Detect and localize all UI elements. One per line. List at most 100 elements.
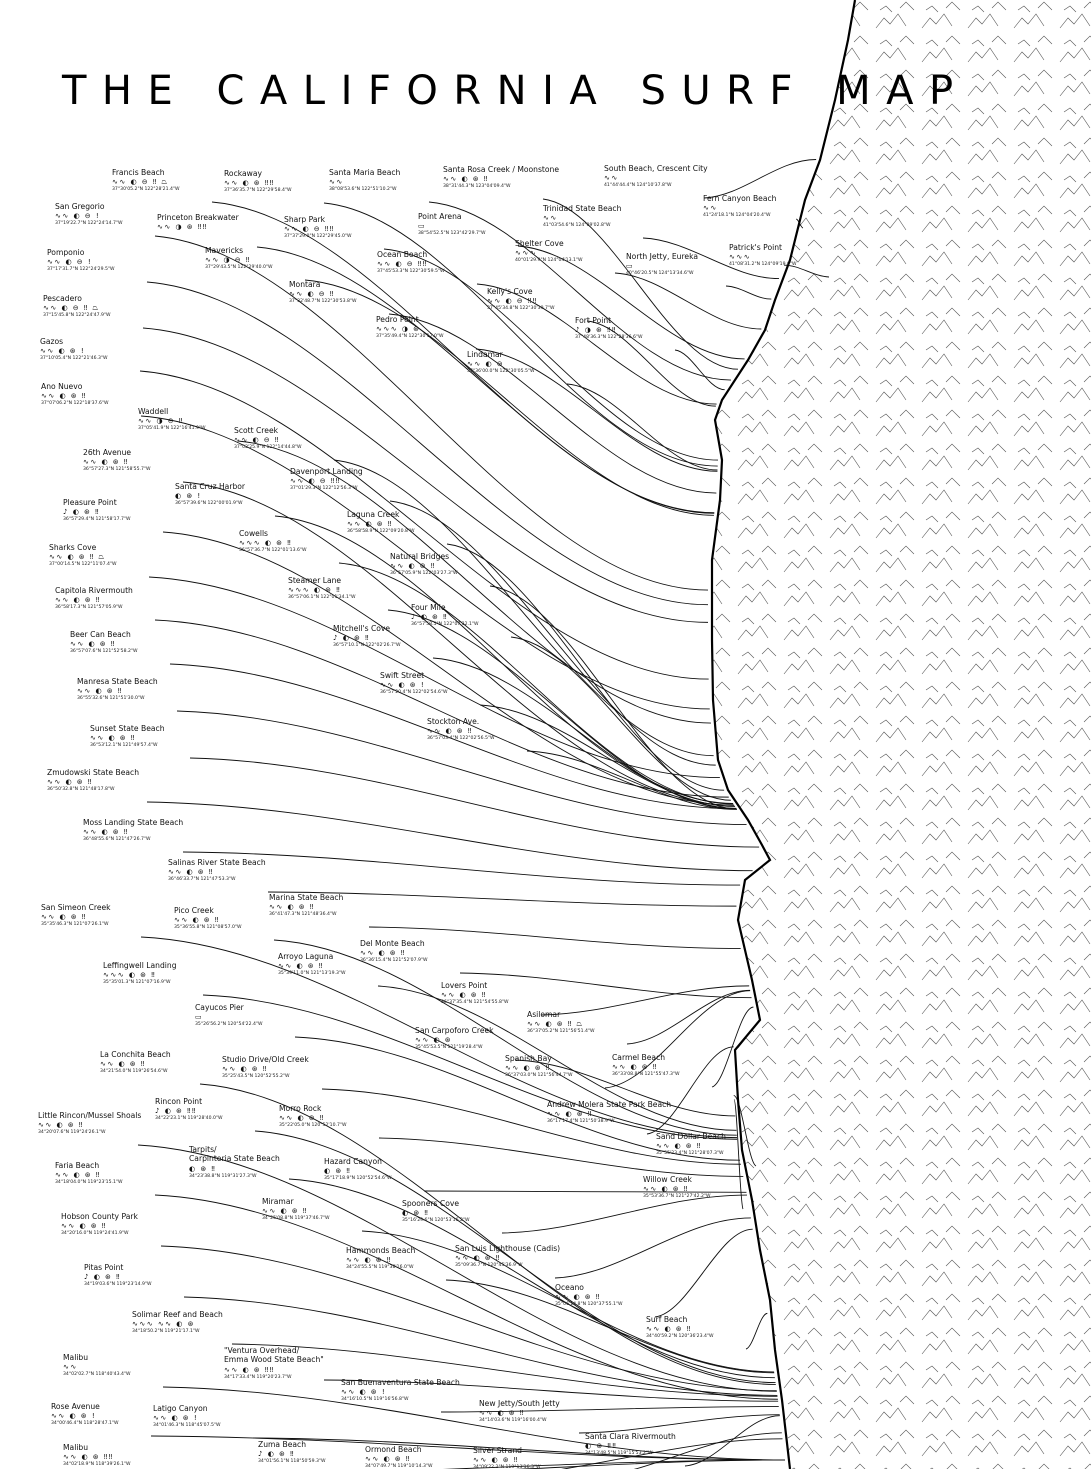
spot-condition-icons: ∿∿ <box>703 204 718 213</box>
spot-condition-icons: ♪ ◐ ⊛ ‼‼ <box>155 1107 197 1116</box>
spot-coordinates: 35°35'46.3"N 121°07'26.1"W <box>41 922 109 928</box>
surf-spot: Mavericks ∿∿ ◑ ⊖ ‼ 37°29'43.5"N 122°29'40.… <box>205 246 273 271</box>
leader-line <box>440 1406 779 1413</box>
leader-line <box>139 370 709 680</box>
surf-spot: Surf Beach ∿∿ ◐ ⊛ ‼ 34°40'59.2"N 120°36'23… <box>646 1315 714 1340</box>
spot-name: Faria Beach <box>55 1161 100 1170</box>
spot-coordinates: 34°16'10.5"N 119°16'56.8"W <box>341 1397 409 1403</box>
surf-spot: Trinidad State Beach ∿∿ 41°03'54.6"N 124°0… <box>543 204 621 229</box>
spot-name: Mitchell's Cove <box>333 624 391 633</box>
surf-spot: Latigo Canyon ∿∿ ◐ ⊛ ! 34°01'46.3"N 118°45… <box>153 1404 221 1429</box>
spot-coordinates: 34°07'49.7"N 119°10'14.3"W <box>365 1464 433 1470</box>
leader-line <box>323 202 718 467</box>
spot-coordinates: 34°21'54.0"N 119°26'54.6"W <box>100 1069 168 1075</box>
surf-spot: Andrew Molera State Park Beach ∿∿ ◐ ⊛ ‼ 36… <box>547 1100 671 1125</box>
surf-spot: 26th Avenue ∿∿ ◐ ⊛ ‼ 36°57'27.3"N 121°58'5… <box>83 448 151 473</box>
surf-spot: Marina State Beach ∿∿ ◐ ⊛ ‼ 36°41'47.3"N 1… <box>269 893 343 918</box>
spot-name: Kelly's Cove <box>487 287 533 296</box>
spot-name: Point Arena <box>418 212 462 221</box>
spot-name: Malibu <box>63 1353 89 1362</box>
surf-spot: Fort Point ♪ ◑ ⊛ ‼‼ 37°48'36.3"N 122°28'36… <box>575 316 643 341</box>
spot-coordinates: 34°01'46.3"N 118°45'07.5"W <box>153 1423 221 1429</box>
leader-line <box>142 327 709 623</box>
leader-line <box>137 1144 777 1392</box>
spot-name: Pedro Point <box>376 315 419 324</box>
spot-coordinates: 35°36'55.8"N 121°08'57.0"W <box>174 925 242 931</box>
surf-spot: Little Rincon/Mussel Shoals ∿∿ ◐ ⊛ ‼ 34°20… <box>38 1111 141 1136</box>
leader-line <box>252 1437 785 1461</box>
spot-condition-icons: ∿∿ ◐ ⊛ ‼ ⏢ <box>527 1020 584 1029</box>
spot-coordinates: 35°25'43.5"N 120°52'55.2"W <box>222 1074 290 1080</box>
spot-condition-icons: ∿∿ ◐ ⊛ ‼ <box>262 1207 308 1216</box>
surf-spot: Mitchell's Cove ♪ ◐ ⊛ ‼ 36°57'10.1"N 122°0… <box>333 624 401 649</box>
spot-coordinates: 34°20'07.6"N 119°24'26.1"W <box>38 1130 106 1136</box>
spot-condition-icons: ∿∿ ◐ ⊛ ‼ <box>83 828 129 837</box>
spot-name: Sunset State Beach <box>90 724 165 733</box>
spot-name: Studio Drive/Old Creek <box>222 1055 309 1064</box>
spot-name: Stockton Ave. <box>427 717 480 726</box>
spot-name: "Ventura Overhead/ Emma Wood State Beach… <box>224 1346 324 1365</box>
spot-name: Cowells <box>239 529 269 538</box>
spot-coordinates: 37°07'06.2"N 122°18'37.6"W <box>41 401 109 407</box>
surf-spot: Shelter Cove ∿∿∿ 40°01'29.9"N 124°04'13.1"… <box>515 239 583 264</box>
spot-name: Lovers Point <box>441 981 488 990</box>
spot-condition-icons: ∿∿∿ <box>729 253 752 262</box>
surf-spot: Zmudowski State Beach ∿∿ ◐ ⊛ ‼ 36°50'32.8"… <box>47 768 139 793</box>
spot-coordinates: 34°40'59.2"N 120°36'23.4"W <box>646 1334 714 1340</box>
leader-line <box>150 1435 785 1461</box>
spot-condition-icons: ∿∿ ◑ ⊖ ‼ <box>138 417 184 426</box>
spot-coordinates: 36°55'32.6"N 121°51'30.0"W <box>77 696 145 702</box>
spot-condition-icons: ∿∿ ◐ ⊛ ! <box>51 1412 97 1421</box>
surf-spot: Morro Rock ∿∿ ◐ ⊛ ‼ 35°22'05.0"N 120°52'10… <box>279 1104 347 1129</box>
surf-spot: Spooners Cove ◐ ⊛ ‼ 35°16'29.6"N 120°53'16… <box>402 1199 470 1224</box>
spot-condition-icons: ∿∿ ◐ ⊖ ‼ ⏢ <box>112 178 169 187</box>
spot-coordinates: 35°06'14.8"N 120°37'55.1"W <box>555 1302 623 1308</box>
surf-spot: Miramar ∿∿ ◐ ⊛ ‼ 34°25'08.8"N 119°37'46.7"… <box>262 1197 330 1222</box>
spot-coordinates: 37°01'29.3"N 122°12'56.3"W <box>290 486 358 492</box>
spot-condition-icons: ∿∿ ◐ ⊛ ‼ <box>479 1409 525 1418</box>
leader-line <box>479 704 736 808</box>
spot-condition-icons: ∿∿∿ ◐ ⊛ ‼ <box>288 586 342 595</box>
surf-spot: Pescadero ∿∿ ◐ ⊖ ‼ ⏢ 37°15'45.8"N 122°24'4… <box>43 294 111 319</box>
leader-line <box>684 1415 780 1467</box>
spot-condition-icons: ∿∿ ◐ ⊛ ‼ <box>38 1121 84 1130</box>
spot-name: New Jetty/South Jetty <box>479 1399 560 1408</box>
surf-spot: Ocean Beach ∿∿ ◐ ⊖ ‼‼ 37°45'53.3"N 122°30'… <box>377 250 445 275</box>
surf-spot: La Conchita Beach ∿∿ ◐ ⊛ ‼ 34°21'54.0"N 11… <box>100 1050 171 1075</box>
spot-coordinates: 34°13'48.5"N 119°15'53.2"W <box>585 1451 653 1457</box>
surf-spot: San Gregorio ∿∿ ◐ ⊖ ! 37°19'22.7"N 122°24'… <box>55 202 123 227</box>
leader-line <box>604 990 751 1089</box>
leader-line <box>162 1386 785 1461</box>
spot-name: Surf Beach <box>646 1315 688 1324</box>
coastline <box>710 0 857 1469</box>
leader-line <box>561 1438 783 1469</box>
leader-line <box>254 1130 776 1384</box>
leader-line <box>445 1279 775 1374</box>
spot-condition-icons: ▭ <box>195 1013 204 1022</box>
spot-name: Davenport Landing <box>290 467 363 476</box>
spot-name: Miramar <box>262 1197 294 1206</box>
spot-condition-icons: ∿∿ ◐ ⊖ ‼‼ <box>290 477 341 486</box>
leader-line <box>725 285 772 300</box>
spot-coordinates: 35°55'23.4"N 121°28'07.3"W <box>656 1151 724 1157</box>
surf-spot: Moss Landing State Beach ∿∿ ◐ ⊛ ‼ 36°48'55… <box>83 818 183 843</box>
spot-condition-icons: ◐ ⊛ ‼‼ <box>585 1442 618 1451</box>
spot-name: Shelter Cove <box>515 239 564 248</box>
spot-name: Capitola Rivermouth <box>55 586 133 595</box>
spot-condition-icons: ∿∿ ◐ ⊛ ‼ <box>441 991 487 1000</box>
spot-name: Oceano <box>555 1283 584 1292</box>
spot-name: Patrick's Point <box>729 243 782 252</box>
spot-name: Sand Dollar Beach <box>656 1132 726 1141</box>
spot-coordinates: 36°57'39.6"N 122°00'01.9"W <box>175 501 243 507</box>
leader-line <box>578 1414 780 1434</box>
spot-condition-icons: ∿∿ ◐ ⊛ ‼ <box>70 640 116 649</box>
spot-coordinates: 40°01'29.9"N 124°04'13.1"W <box>515 258 583 264</box>
spot-name: San Carpoforo Creek <box>415 1026 494 1035</box>
surf-spot: Santa Rosa Creek / Moonstone ∿∿ ◐ ⊛ ‼ 38°3… <box>443 165 559 190</box>
leader-line <box>237 440 711 724</box>
spot-coordinates: 34°25'08.8"N 119°37'46.7"W <box>262 1216 330 1222</box>
spot-name: Willow Creek <box>643 1175 692 1184</box>
spot-condition-icons: ∿∿ ◐ ⊛ ‼ <box>41 913 87 922</box>
leader-line <box>338 562 734 805</box>
